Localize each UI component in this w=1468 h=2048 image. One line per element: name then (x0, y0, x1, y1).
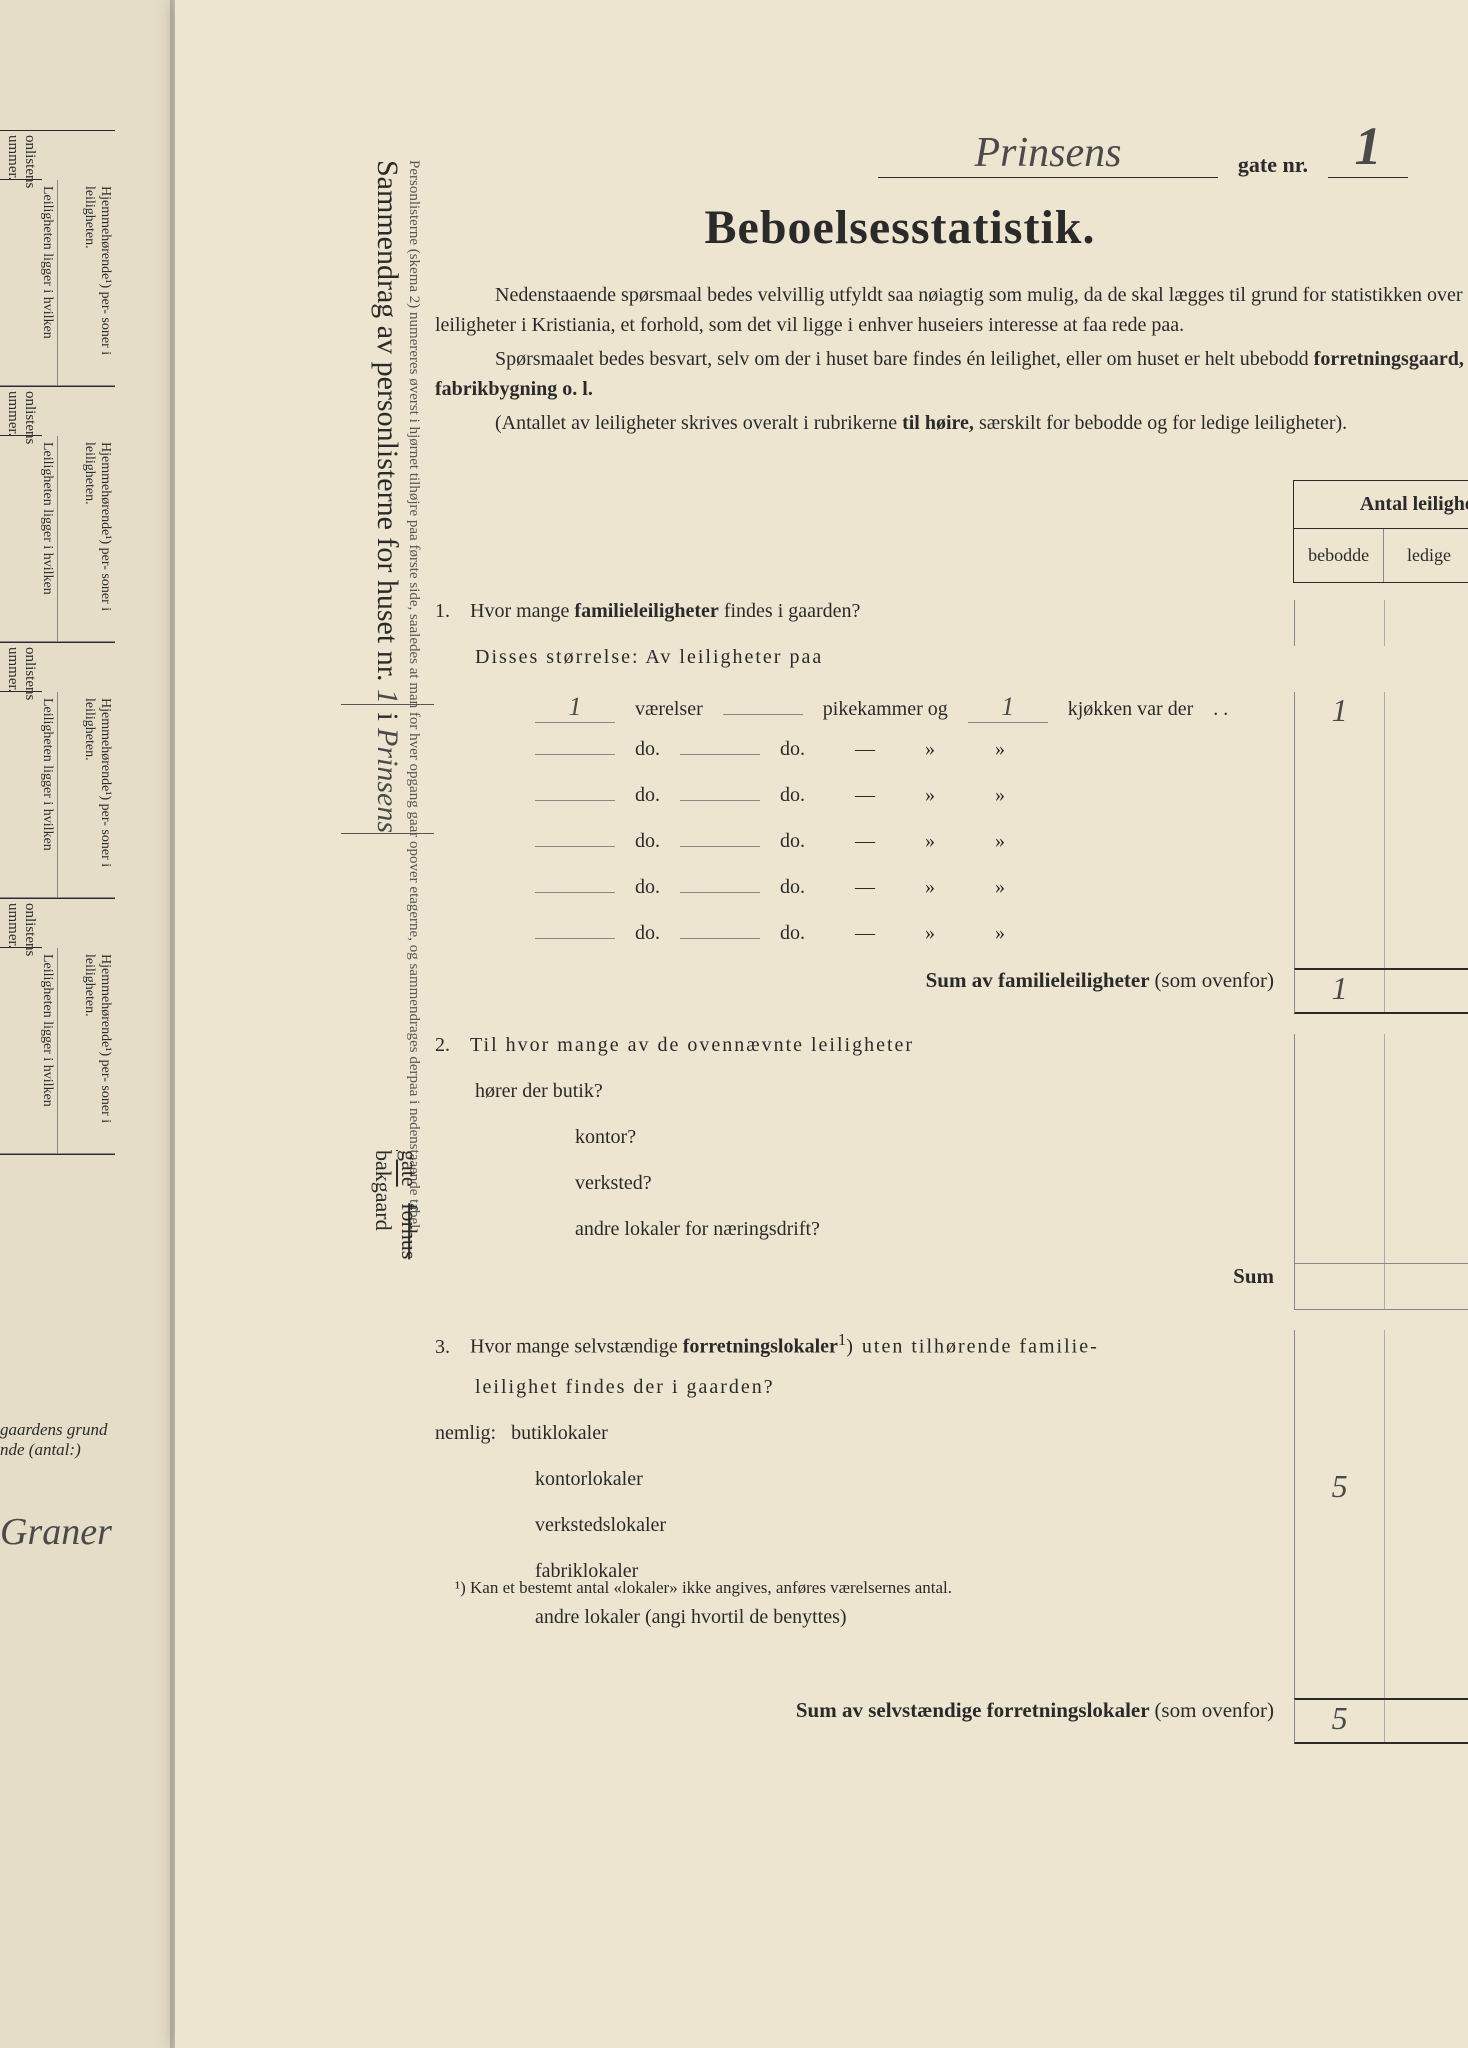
intro-p3: (Antallet av leiligheter skrives overalt… (435, 408, 1468, 438)
stub-signature: Graner (0, 1510, 112, 1554)
intro-p2: Spørsmaalet bedes besvart, selv om der i… (435, 344, 1468, 404)
q1-r1-ledige[interactable] (1385, 692, 1468, 738)
stub-col: Hjemmehørende¹) per- soner i leiligheten… (58, 948, 115, 1153)
gate-label: gate nr. (1238, 152, 1308, 178)
q2-r4: andre lokaler for næringsdrift? (435, 1218, 1294, 1241)
q3-text2: leilighet findes der i gaarden? (435, 1376, 1294, 1399)
q3-sum-ledige[interactable] (1385, 1700, 1468, 1742)
col-bebodde: bebodde (1294, 529, 1384, 582)
q2-text: 2. Til hvor mange av de ovennævnte leili… (435, 1034, 1294, 1057)
q1-size-row-do: do. do. — » » (435, 922, 1294, 945)
footnote: ¹) Kan et bestemt antal «lokaler» ikke a… (455, 1578, 952, 1598)
questions-block: 1. Hvor mange familieleiligheter findes … (435, 600, 1468, 1744)
q1-size-row-do: do. do. — » » (435, 738, 1294, 761)
q1-text: 1. Hvor mange familieleiligheter findes … (435, 600, 1294, 623)
main-page: Sammendrag av personlisterne for huset n… (175, 0, 1468, 2048)
stub-col: Hjemmehørende¹) per- soner i leiligheten… (58, 692, 115, 897)
header-line: Prinsens gate nr. 1 (878, 115, 1408, 178)
sidebar-title: Sammendrag av personlisterne for huset n… (370, 160, 404, 860)
pike-input[interactable] (723, 714, 803, 715)
street-name-field[interactable]: Prinsens (878, 129, 1218, 178)
q3-sum-label: Sum av selvstændige forretningslokaler (… (435, 1698, 1294, 1723)
q1-sum-label: Sum av familieleiligheter (som ovenfor) (435, 968, 1294, 993)
q2-sum: Sum (435, 1264, 1294, 1289)
q3-r5: andre lokaler (angi hvortil de benyttes) (435, 1606, 1294, 1629)
q3-r2: kontorlokaler (435, 1468, 1294, 1491)
column-header: Antal leiligheter bebodde ledige ialt (1293, 480, 1468, 583)
stub-bottom-text: gaardens grund nde (antal:) (0, 1420, 108, 1460)
stub-header-1: onlistens ummer. (0, 131, 42, 180)
q1-r1-bebodde[interactable]: 1 (1295, 692, 1385, 738)
q2-r1: hører der butik? (435, 1080, 1294, 1103)
stub-col: Leiligheten ligger i hvilken (0, 948, 58, 1153)
intro-text: Nedenstaaende spørsmaal bedes velvillig … (435, 280, 1468, 442)
q2-r2: kontor? (435, 1126, 1294, 1149)
intro-p1: Nedenstaaende spørsmaal bedes velvillig … (435, 280, 1468, 340)
q1-size-row-do: do. do. — » » (435, 876, 1294, 899)
q1-sum-ledige[interactable] (1385, 970, 1468, 1012)
q1-size-row-1: 1 værelser pikekammer og 1 kjøkken var d… (435, 692, 1294, 723)
q3-r1: nemlig: butiklokaler (435, 1422, 1294, 1445)
q3-sum-bebodde[interactable]: 5 (1295, 1700, 1385, 1742)
q1-size-label: Disses størrelse: Av leiligheter paa (435, 646, 1295, 669)
stub-header-4: onlistens ummer. (0, 899, 42, 948)
stub-col: Leiligheten ligger i hvilken (0, 436, 58, 641)
stub-col: Hjemmehørende¹) per- soner i leiligheten… (58, 436, 115, 641)
vaerelser-input[interactable]: 1 (535, 692, 615, 723)
col-ledige: ledige (1384, 529, 1468, 582)
stub-header-3: onlistens ummer. (0, 643, 42, 692)
q3-text: 3. Hvor mange selvstændige forretningslo… (435, 1330, 1294, 1359)
sidebar-subtitle: Personlisterne (skema 2) numereres øvers… (405, 160, 422, 1460)
gate-number-field[interactable]: 1 (1328, 115, 1408, 178)
q1-sum-bebodde[interactable]: 1 (1295, 970, 1385, 1012)
q1-size-row-do: do. do. — » » (435, 784, 1294, 807)
stub-table: onlistens ummer. Leiligheten ligger i hv… (0, 130, 115, 1155)
q2-r3: verksted? (435, 1172, 1294, 1195)
kjokken-input[interactable]: 1 (968, 692, 1048, 723)
q3-kontor-bebodde[interactable]: 5 (1295, 1468, 1385, 1514)
page-title: Beboelsesstatistik. (350, 200, 1450, 255)
stub-header-2: onlistens ummer. (0, 387, 42, 436)
q1-size-row-do: do. do. — » » (435, 830, 1294, 853)
stub-col: Leiligheten ligger i hvilken (0, 180, 58, 385)
sidebar-gate: gate forhus bakgaard (370, 1150, 422, 1259)
stub-col: Leiligheten ligger i hvilken (0, 692, 58, 897)
left-page-stub: onlistens ummer. Leiligheten ligger i hv… (0, 0, 175, 2048)
q3-r3: verkstedslokaler (435, 1514, 1294, 1537)
col-header-title: Antal leiligheter (1294, 481, 1468, 529)
stub-col: Hjemmehørende¹) per- soner i leiligheten… (58, 180, 115, 385)
